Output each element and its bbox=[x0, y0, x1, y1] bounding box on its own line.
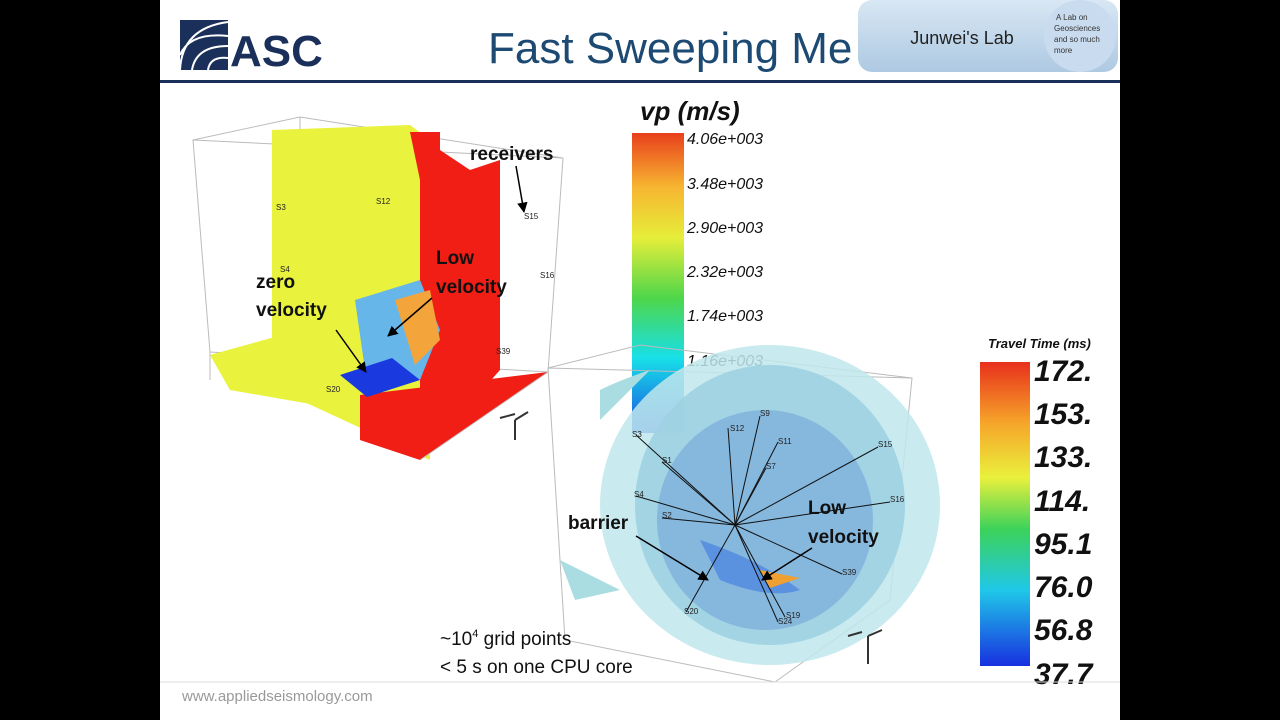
station-label: S3 bbox=[632, 430, 642, 439]
colorbar-label: 2.90e+003 bbox=[686, 220, 763, 237]
logo: ASC bbox=[179, 20, 323, 76]
station-label: S19 bbox=[786, 611, 801, 620]
station-label: S2 bbox=[662, 511, 672, 520]
station-label: S4 bbox=[280, 265, 290, 274]
note: ~104 grid points bbox=[440, 628, 571, 650]
slide-title: Fast Sweeping Me bbox=[488, 24, 852, 73]
station-label: S4 bbox=[634, 490, 644, 499]
header-rule bbox=[160, 80, 1120, 83]
colorbar-label: 3.48e+003 bbox=[687, 176, 763, 193]
colorbar-title: vp (m/s) bbox=[640, 96, 740, 126]
colorbar-label: 76.0 bbox=[1034, 571, 1093, 604]
station-label: S39 bbox=[496, 347, 511, 356]
station-label: S20 bbox=[326, 385, 341, 394]
annotation: barrier bbox=[568, 513, 629, 534]
footer-url: www.appliedseismology.com bbox=[181, 688, 373, 705]
station-label: S20 bbox=[684, 607, 699, 616]
annotation: receivers bbox=[470, 144, 553, 165]
station-label: S39 bbox=[842, 568, 857, 577]
note-part: ~10 bbox=[440, 629, 472, 650]
station-label: S3 bbox=[276, 203, 286, 212]
annotation: velocity bbox=[808, 527, 879, 548]
station-label: S11 bbox=[778, 437, 792, 446]
station-label: S7 bbox=[766, 462, 776, 471]
colorbar-label: 114. bbox=[1034, 485, 1090, 518]
station-label: S24 bbox=[778, 617, 793, 626]
annotation: velocity bbox=[436, 277, 507, 298]
colorbar-label: 172. bbox=[1034, 355, 1092, 388]
colorbar-label: 133. bbox=[1034, 441, 1092, 474]
station-label: S12 bbox=[376, 197, 391, 206]
lab-tagline: and so much bbox=[1054, 35, 1100, 44]
note-part: grid points bbox=[478, 629, 571, 650]
lab-tagline: more bbox=[1054, 46, 1073, 55]
annotation: zero bbox=[256, 272, 295, 293]
lab-name: Junwei's Lab bbox=[910, 28, 1014, 48]
lab-tagline: Geosciences bbox=[1054, 24, 1100, 33]
station-label: S9 bbox=[760, 409, 770, 418]
station-label: S16 bbox=[540, 271, 555, 280]
colorbar-label: 4.06e+003 bbox=[687, 131, 763, 148]
station-label: S15 bbox=[878, 440, 893, 449]
travel-time-colorbar: Travel Time (ms) 172. 153. 133. 114. 95.… bbox=[980, 336, 1094, 691]
annotation: velocity bbox=[256, 300, 327, 321]
colorbar-label: 56.8 bbox=[1034, 614, 1093, 647]
lab-overlay[interactable]: Junwei's Lab A Lab on Geosciences and so… bbox=[858, 0, 1118, 72]
colorbar-label: 153. bbox=[1034, 398, 1092, 431]
colorbar-label: 1.74e+003 bbox=[687, 308, 763, 325]
colorbar-label: 37.7 bbox=[1034, 658, 1094, 691]
note-exponent: 4 bbox=[472, 628, 478, 640]
annotation: Low bbox=[436, 248, 474, 269]
colorbar-label: 2.32e+003 bbox=[686, 264, 763, 281]
annotation: Low bbox=[808, 498, 846, 519]
station-label: S1 bbox=[662, 456, 672, 465]
logo-text: ASC bbox=[230, 27, 323, 76]
station-label: S16 bbox=[890, 495, 905, 504]
station-label: S12 bbox=[730, 424, 745, 433]
colorbar-title: Travel Time (ms) bbox=[988, 336, 1091, 351]
lab-tagline: A Lab on bbox=[1056, 13, 1088, 22]
colorbar-label: 95.1 bbox=[1034, 528, 1092, 561]
station-label: S15 bbox=[524, 212, 539, 221]
left-figure: S3 S12 S15 S16 S4 S39 S20 receivers zero… bbox=[192, 116, 564, 461]
right-figure: S3 S12 S9 S11 S15 S1 S7 S4 S16 S2 S39 S1… bbox=[547, 344, 940, 683]
vp-colorbar: vp (m/s) 4.06e+003 3.48e+003 2.90e+003 2… bbox=[632, 96, 763, 433]
note: < 5 s on one CPU core bbox=[440, 657, 633, 678]
